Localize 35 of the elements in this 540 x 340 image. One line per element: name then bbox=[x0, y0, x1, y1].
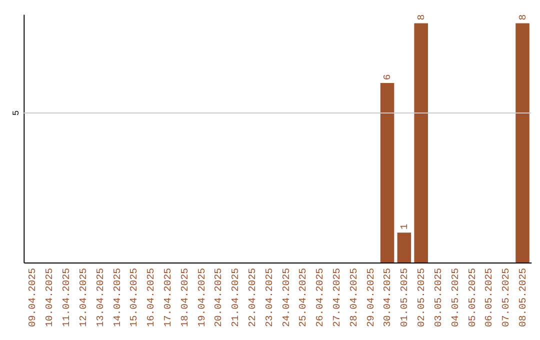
x-tick-label: 23.04.2025 bbox=[264, 268, 275, 328]
x-tick-label: 04.05.2025 bbox=[450, 268, 461, 328]
x-tick-label: 12.04.2025 bbox=[78, 268, 89, 328]
x-tick-label: 29.04.2025 bbox=[365, 268, 376, 328]
x-tick-label: 11.04.2025 bbox=[61, 268, 72, 328]
x-tick-label: 28.04.2025 bbox=[348, 268, 360, 328]
x-tick-label: 25.04.2025 bbox=[298, 268, 309, 328]
x-tick-label: 22.04.2025 bbox=[246, 268, 258, 328]
x-tick-label: 08.05.2025 bbox=[517, 268, 528, 328]
data-label: 8 bbox=[416, 14, 428, 20]
x-tick-label: 07.05.2025 bbox=[500, 268, 512, 328]
x-tick-label: 15.04.2025 bbox=[128, 268, 140, 328]
x-tick-label: 14.04.2025 bbox=[112, 268, 123, 328]
data-label: 8 bbox=[517, 14, 528, 20]
x-tick-label: 18.04.2025 bbox=[179, 268, 190, 328]
x-tick-label: 21.04.2025 bbox=[230, 268, 242, 328]
ref-line-label: 5 bbox=[12, 110, 22, 116]
x-tick-label: 30.04.2025 bbox=[382, 268, 394, 328]
x-tick-label: 26.04.2025 bbox=[314, 268, 326, 328]
x-tick-label: 01.05.2025 bbox=[399, 268, 410, 328]
x-tick-label: 10.04.2025 bbox=[44, 268, 56, 328]
x-tick-label: 16.04.2025 bbox=[146, 268, 157, 328]
x-tick-label: 20.04.2025 bbox=[213, 268, 224, 328]
x-tick-label: 27.04.2025 bbox=[332, 268, 343, 328]
x-tick-label: 06.05.2025 bbox=[484, 268, 495, 328]
x-tick-label: 17.04.2025 bbox=[162, 268, 174, 328]
data-label: 6 bbox=[382, 74, 394, 80]
data-label: 1 bbox=[399, 224, 410, 230]
x-tick-label: 24.04.2025 bbox=[280, 268, 292, 328]
x-tick-label: 13.04.2025 bbox=[94, 268, 106, 328]
x-tick-label: 02.05.2025 bbox=[416, 268, 428, 328]
x-tick-label: 09.04.2025 bbox=[27, 268, 38, 328]
x-tick-label: 05.05.2025 bbox=[466, 268, 478, 328]
x-tick-label: 03.05.2025 bbox=[432, 268, 444, 328]
x-tick-label: 19.04.2025 bbox=[196, 268, 208, 328]
